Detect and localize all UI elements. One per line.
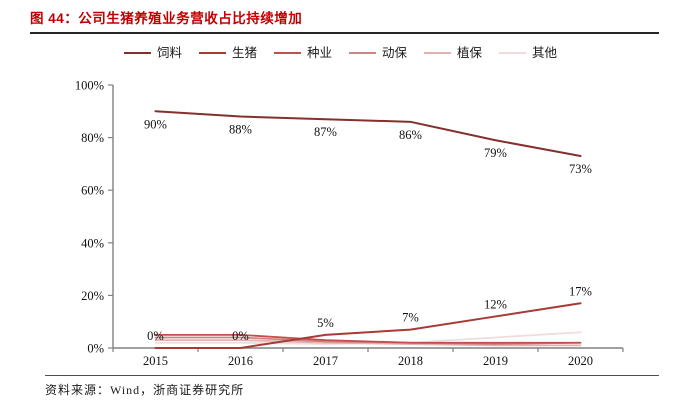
data-label: 88% <box>229 123 252 137</box>
series-line <box>154 110 582 158</box>
legend-item: 生猪 <box>198 46 257 60</box>
data-label: 86% <box>399 128 422 142</box>
x-tick-label: 2015 <box>143 354 168 368</box>
series-line <box>154 302 582 349</box>
data-label: 0% <box>147 329 164 343</box>
legend-line-swatch <box>424 52 452 55</box>
series-line <box>154 333 582 344</box>
source-note: 资料来源：Wind，浙商证券研究所 <box>45 383 245 397</box>
legend-item: 饲料 <box>123 46 182 60</box>
data-label: 5% <box>317 316 334 330</box>
line-chart: 0% 20% 40% 60% 80% 100% 2015 2016 2017 2018 2019 20… <box>75 79 624 368</box>
x-tick-label: 2017 <box>313 354 338 368</box>
y-tick-label: 60% <box>81 184 104 198</box>
data-label: 0% <box>232 329 249 343</box>
y-tick-label: 40% <box>81 236 104 250</box>
y-tick-label: 80% <box>81 131 104 145</box>
legend-label: 饲料 <box>156 46 182 60</box>
chart-legend: 饲料 生猪 种业 动保 植保 其他 <box>0 47 681 60</box>
legend-item: 动保 <box>349 47 407 60</box>
legend-label: 动保 <box>382 46 408 60</box>
data-label: 79% <box>484 146 507 160</box>
data-label: 73% <box>569 162 592 176</box>
x-tick-label: 2019 <box>483 354 508 368</box>
legend-label: 植保 <box>457 46 483 60</box>
data-label: 7% <box>402 311 419 325</box>
legend-line-swatch <box>123 52 151 55</box>
legend-line-swatch <box>499 52 527 55</box>
legend-item: 其他 <box>499 47 557 60</box>
legend-item: 种业 <box>273 46 332 60</box>
legend-line-swatch <box>349 52 376 55</box>
y-tick-label: 100% <box>75 79 104 93</box>
figure-title: 图 44：公司生猪养殖业务营收占比持续增加 <box>30 11 303 26</box>
x-tick-label: 2020 <box>568 354 593 368</box>
x-tick-label: 2016 <box>228 354 253 368</box>
y-tick-label: 0% <box>87 342 104 356</box>
title-divider <box>30 32 659 34</box>
data-label: 12% <box>484 297 507 311</box>
footer-divider <box>45 375 659 376</box>
legend-label: 其他 <box>532 46 558 60</box>
data-label: 17% <box>569 284 592 298</box>
data-label: 90% <box>144 117 167 131</box>
legend-item: 植保 <box>424 47 482 60</box>
x-tick-label: 2018 <box>398 354 423 368</box>
series-line <box>154 339 582 347</box>
legend-label: 种业 <box>306 46 332 60</box>
legend-line-swatch <box>273 52 301 55</box>
data-label: 87% <box>314 125 337 139</box>
y-tick-label: 20% <box>81 289 104 303</box>
legend-line-swatch <box>198 52 226 55</box>
legend-label: 生猪 <box>231 46 257 60</box>
